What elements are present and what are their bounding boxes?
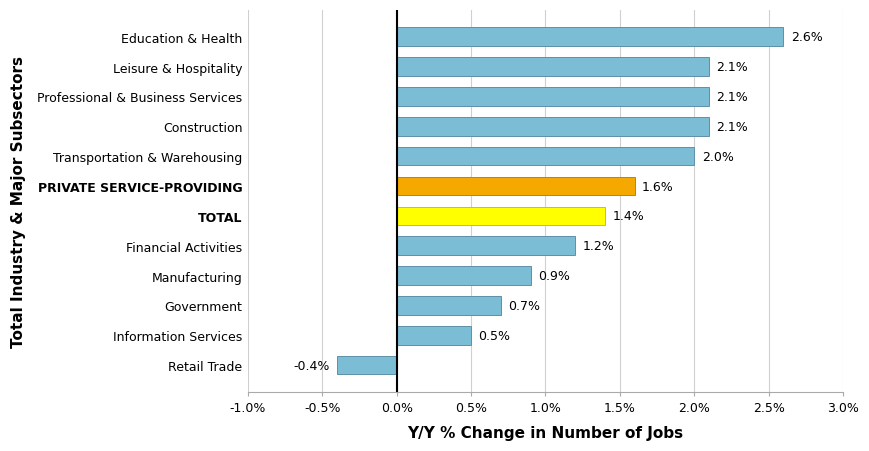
Bar — [396, 207, 604, 226]
Bar — [396, 118, 708, 136]
Bar — [396, 296, 501, 315]
Bar — [396, 147, 693, 166]
Text: 2.6%: 2.6% — [790, 31, 822, 44]
Bar — [396, 88, 708, 106]
Bar — [396, 267, 530, 285]
Text: 2.1%: 2.1% — [716, 91, 747, 104]
Text: 2.1%: 2.1% — [716, 120, 747, 133]
Bar — [396, 237, 574, 255]
Text: 1.4%: 1.4% — [612, 210, 643, 223]
Bar — [396, 28, 783, 47]
Text: 1.2%: 1.2% — [582, 239, 614, 253]
Bar — [396, 58, 708, 77]
Text: 0.9%: 0.9% — [537, 270, 569, 282]
Text: 2.1%: 2.1% — [716, 61, 747, 74]
Text: 2.0%: 2.0% — [700, 150, 733, 163]
Text: 0.7%: 0.7% — [507, 299, 540, 312]
X-axis label: Y/Y % Change in Number of Jobs: Y/Y % Change in Number of Jobs — [407, 425, 683, 440]
Text: 0.5%: 0.5% — [478, 329, 510, 342]
Bar — [396, 177, 634, 196]
Text: 1.6%: 1.6% — [641, 180, 673, 193]
Text: -0.4%: -0.4% — [293, 359, 329, 372]
Bar — [396, 327, 470, 345]
Bar — [337, 356, 396, 375]
Y-axis label: Total Industry & Major Subsectors: Total Industry & Major Subsectors — [11, 56, 26, 347]
